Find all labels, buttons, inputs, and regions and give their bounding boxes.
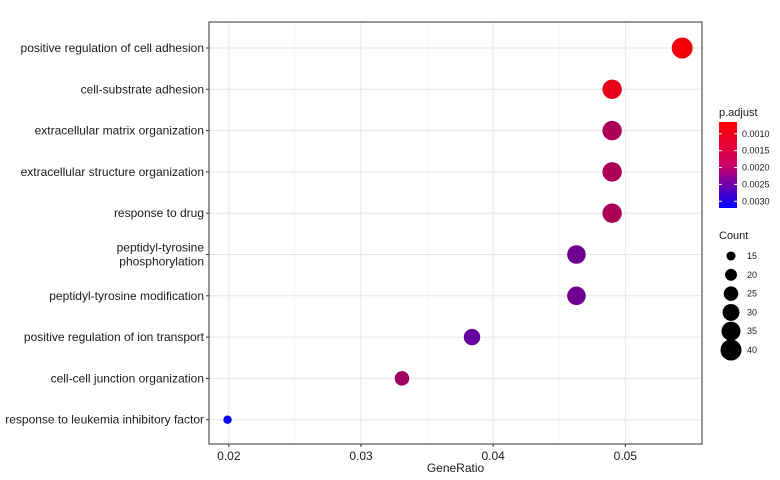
- grid: [209, 22, 702, 444]
- data-point: [602, 162, 622, 182]
- data-point: [671, 37, 693, 59]
- data-point: [602, 203, 622, 223]
- y-tick-label: positive regulation of cell adhesion: [21, 41, 204, 55]
- data-point: [567, 245, 586, 264]
- color-legend-label: 0.0030: [742, 196, 770, 206]
- size-legend-key: [726, 251, 736, 261]
- size-legend-label: 25: [747, 289, 757, 299]
- y-tick-label: positive regulation of ion transport: [24, 330, 205, 344]
- size-legend-label: 40: [747, 345, 757, 355]
- color-legend-bar: [719, 122, 737, 208]
- y-tick-label: extracellular structure organization: [21, 165, 204, 179]
- y-tick-label: response to leukemia inhibitory factor: [5, 413, 204, 427]
- size-legend-label: 30: [747, 307, 757, 317]
- y-axis: positive regulation of cell adhesion cell…: [5, 41, 209, 427]
- data-point: [602, 120, 622, 141]
- size-legend-key: [722, 303, 740, 321]
- data-point: [463, 328, 481, 346]
- x-axis: 0.02 0.03 0.04 0.05: [217, 444, 637, 463]
- size-legend: Count 15 20 25 30 35 40: [719, 230, 757, 361]
- x-axis-title: GeneRatio: [427, 461, 485, 475]
- y-tick-label: response to drug: [114, 206, 204, 220]
- color-legend-title: p.adjust: [719, 107, 758, 119]
- color-legend-label: 0.0015: [742, 146, 770, 156]
- y-tick-label: extracellular matrix organization: [35, 124, 204, 138]
- size-legend-key: [721, 321, 741, 341]
- y-tick-label: cell-cell junction organization: [51, 371, 204, 385]
- size-legend-key: [725, 268, 737, 281]
- data-point: [567, 286, 586, 306]
- color-legend-label: 0.0025: [742, 179, 770, 189]
- x-tick-label: 0.03: [349, 449, 373, 463]
- data-point: [394, 371, 410, 386]
- color-legend: p.adjust 0.0010 0.0015 0.0020 0.0025 0.0030: [719, 107, 770, 208]
- x-tick-label: 0.04: [481, 449, 505, 463]
- size-legend-label: 20: [747, 270, 757, 280]
- data-point: [223, 415, 232, 424]
- size-legend-title: Count: [719, 230, 748, 242]
- plot-panel-border: [208, 21, 703, 445]
- x-tick-label: 0.02: [217, 449, 241, 463]
- size-legend-label: 35: [747, 326, 757, 336]
- data-point: [602, 79, 622, 100]
- data-points: [223, 37, 693, 424]
- size-legend-key: [720, 339, 742, 361]
- y-tick-label: peptidyl-tyrosine phosphorylation: [117, 241, 205, 269]
- y-tick-label: cell-substrate adhesion: [81, 82, 204, 96]
- color-legend-label: 0.0010: [742, 129, 770, 139]
- color-legend-label: 0.0020: [742, 163, 770, 173]
- y-tick-label: peptidyl-tyrosine modification: [49, 289, 204, 303]
- size-legend-key: [723, 286, 739, 301]
- size-legend-label: 15: [747, 251, 757, 261]
- x-tick-label: 0.05: [614, 449, 638, 463]
